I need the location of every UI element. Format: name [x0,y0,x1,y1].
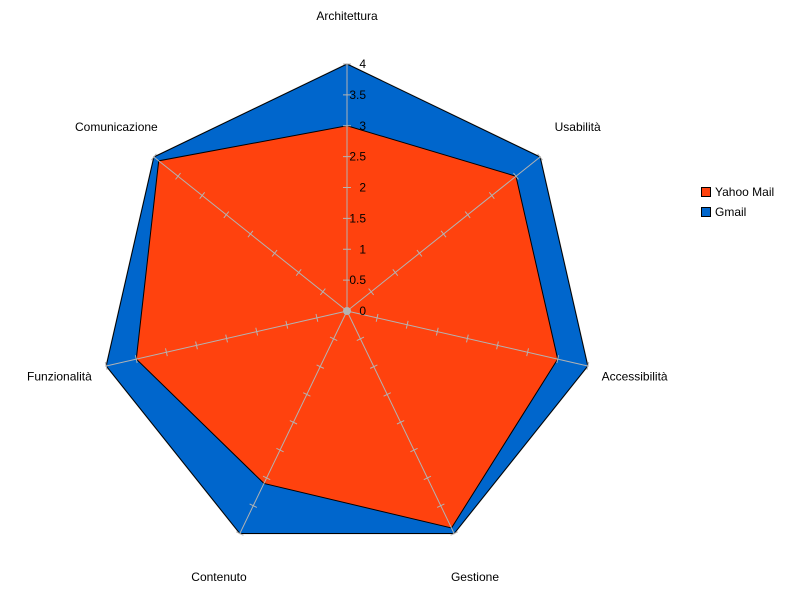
radial-tick-label: 0 [359,304,366,318]
axis-tick-mark [435,327,439,336]
axis-tick-mark [104,361,108,370]
axis-tick-mark [199,192,206,199]
axis-tick-mark [319,288,326,296]
axis-tick-mark [513,172,519,180]
legend-label-yahoo: Yahoo Mail [715,185,775,199]
axis-tick-mark [195,341,198,350]
axis-label: Accessibilità [602,370,668,384]
axis-tick-mark [302,392,311,397]
axis-tick-mark [289,420,298,425]
radial-tick-label: 3 [359,119,366,133]
axis-tick-mark [488,192,495,199]
axis-tick-mark [423,475,432,481]
axis-tick-mark [249,503,258,508]
axis-tick-mark [271,249,278,257]
axis-tick-mark [410,447,418,453]
axis-tick-mark [450,531,458,536]
radial-tick-label: 2.5 [349,150,366,164]
axis-tick-mark [392,269,399,276]
axis-tick-mark [134,355,138,364]
axis-tick-mark [247,230,254,238]
axis-tick-mark [262,475,271,481]
chart-legend: Yahoo Mail Gmail [701,182,774,222]
axis-tick-mark [151,153,157,161]
axis-tick-mark [295,269,302,276]
radial-tick-label: 0.5 [349,273,366,287]
radar-axis-labels: Architettura Usabilità Accessibilità Gestio… [27,9,668,584]
axis-tick-mark [405,320,409,329]
legend-swatch-gmail [701,207,711,217]
radial-tick-label: 4 [359,57,366,71]
legend-swatch-yahoo [701,187,711,197]
axis-tick-mark [375,313,379,322]
axis-tick-mark [537,153,543,161]
axis-tick-mark [255,327,259,336]
axis-label: Comunicazione [75,120,158,134]
axis-tick-mark [396,420,405,425]
axis-tick-mark [315,313,319,322]
axis-tick-mark [329,336,338,342]
axis-tick-mark [316,364,325,369]
axis-tick-mark [276,447,284,453]
axis-tick-mark [466,334,469,343]
axis-tick-mark [225,334,228,343]
radar-tick-labels: 0 0.5 1 1.5 2 2.5 3 3.5 4 [349,57,366,318]
axis-tick-mark [383,392,392,397]
legend-item-gmail: Gmail [701,202,774,222]
axis-tick-mark [175,172,181,180]
radar-axes [104,63,590,536]
axis-tick-mark [223,211,230,219]
axis-tick-mark [464,211,471,219]
axis-label: Usabilità [555,120,601,134]
legend-label-gmail: Gmail [715,205,747,219]
axis-label: Funzionalità [27,370,92,384]
radial-tick-label: 1 [359,242,366,256]
axis-tick-mark [356,336,365,342]
axis-tick-mark [416,249,423,257]
axis-label: Contenuto [191,570,247,584]
axis-tick-mark [369,364,378,369]
axis-tick-mark [285,320,289,329]
axis-tick-mark [440,230,447,238]
radial-tick-label: 3.5 [349,88,366,102]
axis-tick-mark [165,348,168,357]
axis-tick-mark [368,288,375,296]
axis-label: Gestione [451,570,499,584]
radial-tick-label: 2 [359,181,366,195]
legend-item-yahoo: Yahoo Mail [701,182,774,202]
axis-tick-mark [236,531,244,536]
series-yahoo-mail [135,125,559,529]
axis-tick-mark [436,503,445,508]
axis-tick-mark [496,341,499,350]
axis-tick-mark [556,355,560,364]
axis-tick-mark [526,348,529,357]
radar-center [343,307,351,315]
axis-tick-mark [586,361,590,370]
axis-label: Architettura [316,9,378,23]
radial-tick-label: 1.5 [349,211,366,225]
